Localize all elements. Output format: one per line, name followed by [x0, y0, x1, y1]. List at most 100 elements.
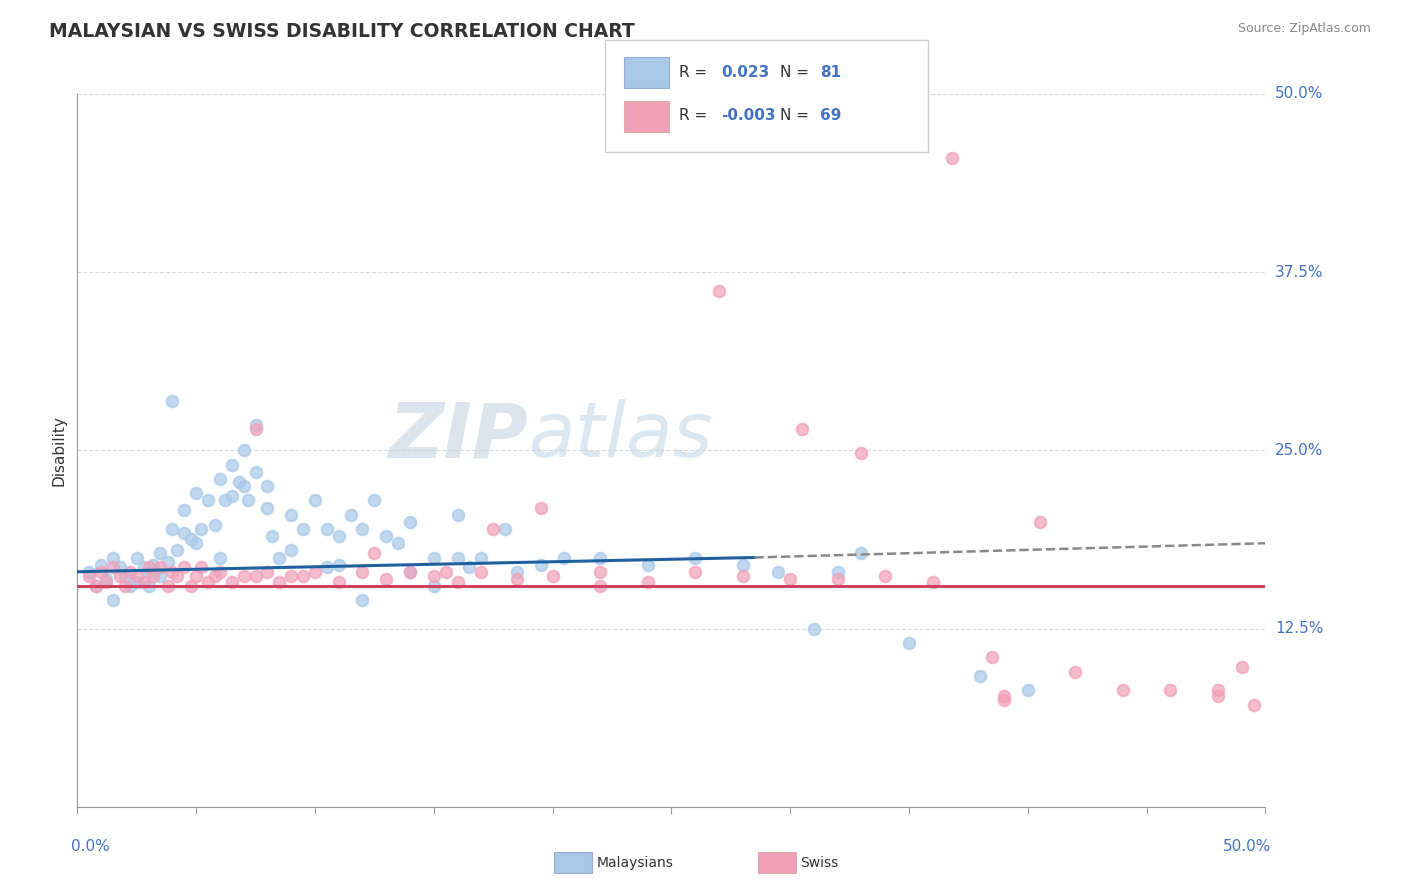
Point: [993, 693, 1015, 707]
Point: [197, 493, 219, 508]
Point: [77, 565, 100, 579]
Point: [173, 503, 195, 517]
Point: [101, 593, 124, 607]
Point: [446, 550, 468, 565]
Point: [458, 560, 481, 574]
Text: MALAYSIAN VS SWISS DISABILITY CORRELATION CHART: MALAYSIAN VS SWISS DISABILITY CORRELATIO…: [49, 22, 636, 41]
Point: [132, 560, 155, 574]
Text: 37.5%: 37.5%: [1275, 265, 1323, 279]
Point: [256, 479, 278, 493]
Point: [434, 565, 457, 579]
Point: [190, 560, 212, 574]
Point: [114, 569, 136, 583]
Point: [541, 569, 564, 583]
Point: [328, 529, 350, 543]
Point: [149, 560, 172, 574]
Point: [352, 522, 374, 536]
Point: [156, 579, 179, 593]
Text: Source: ZipAtlas.com: Source: ZipAtlas.com: [1237, 22, 1371, 36]
Point: [1243, 698, 1265, 712]
Point: [125, 574, 148, 589]
Point: [245, 569, 267, 583]
Point: [208, 472, 231, 486]
Text: 69: 69: [820, 109, 841, 123]
Point: [482, 522, 505, 536]
Point: [94, 574, 117, 589]
Point: [731, 558, 754, 572]
Point: [118, 579, 141, 593]
Point: [494, 522, 516, 536]
Point: [423, 550, 446, 565]
Text: ZIP: ZIP: [389, 400, 529, 473]
Point: [898, 636, 921, 650]
Text: R =: R =: [679, 109, 707, 123]
Point: [637, 574, 659, 589]
Point: [423, 579, 446, 593]
Point: [375, 572, 398, 586]
Point: [768, 565, 790, 579]
Point: [90, 565, 112, 579]
Point: [683, 550, 706, 565]
Point: [530, 558, 553, 572]
Point: [280, 508, 302, 522]
Point: [352, 593, 374, 607]
Point: [470, 565, 492, 579]
Point: [941, 151, 963, 165]
Point: [238, 493, 260, 508]
Point: [1230, 660, 1253, 674]
Point: [328, 574, 350, 589]
Point: [118, 565, 141, 579]
Text: N =: N =: [780, 65, 810, 79]
Point: [232, 443, 254, 458]
Point: [232, 569, 254, 583]
Point: [328, 558, 350, 572]
Point: [707, 284, 730, 298]
Point: [149, 546, 172, 560]
Point: [423, 569, 446, 583]
Point: [446, 574, 468, 589]
Point: [1206, 683, 1229, 698]
Point: [292, 569, 315, 583]
Point: [1159, 683, 1181, 698]
Point: [363, 493, 385, 508]
Point: [981, 650, 1004, 665]
Point: [280, 569, 302, 583]
Point: [156, 555, 179, 569]
Point: [446, 508, 468, 522]
Text: 12.5%: 12.5%: [1275, 622, 1323, 636]
Point: [1028, 515, 1050, 529]
Point: [875, 569, 897, 583]
Point: [142, 558, 165, 572]
Point: [851, 446, 873, 460]
Point: [94, 572, 117, 586]
Point: [1206, 689, 1229, 703]
Point: [214, 493, 236, 508]
Point: [190, 522, 212, 536]
Point: [204, 517, 226, 532]
Point: [114, 579, 136, 593]
Point: [228, 475, 250, 489]
Point: [790, 422, 813, 436]
Point: [1064, 665, 1087, 679]
Point: [375, 529, 398, 543]
Point: [245, 422, 267, 436]
Text: Swiss: Swiss: [800, 855, 838, 870]
Point: [208, 565, 231, 579]
Point: [101, 560, 124, 574]
Point: [132, 574, 155, 589]
Point: [530, 500, 553, 515]
Point: [262, 529, 284, 543]
Point: [637, 558, 659, 572]
Point: [101, 550, 124, 565]
Point: [827, 565, 849, 579]
Point: [292, 522, 315, 536]
Point: [108, 560, 131, 574]
Point: [245, 417, 267, 432]
Point: [186, 536, 208, 550]
Point: [77, 569, 100, 583]
Point: [173, 526, 195, 541]
Point: [142, 569, 165, 583]
Point: [304, 493, 326, 508]
Point: [90, 558, 112, 572]
Point: [162, 393, 184, 408]
